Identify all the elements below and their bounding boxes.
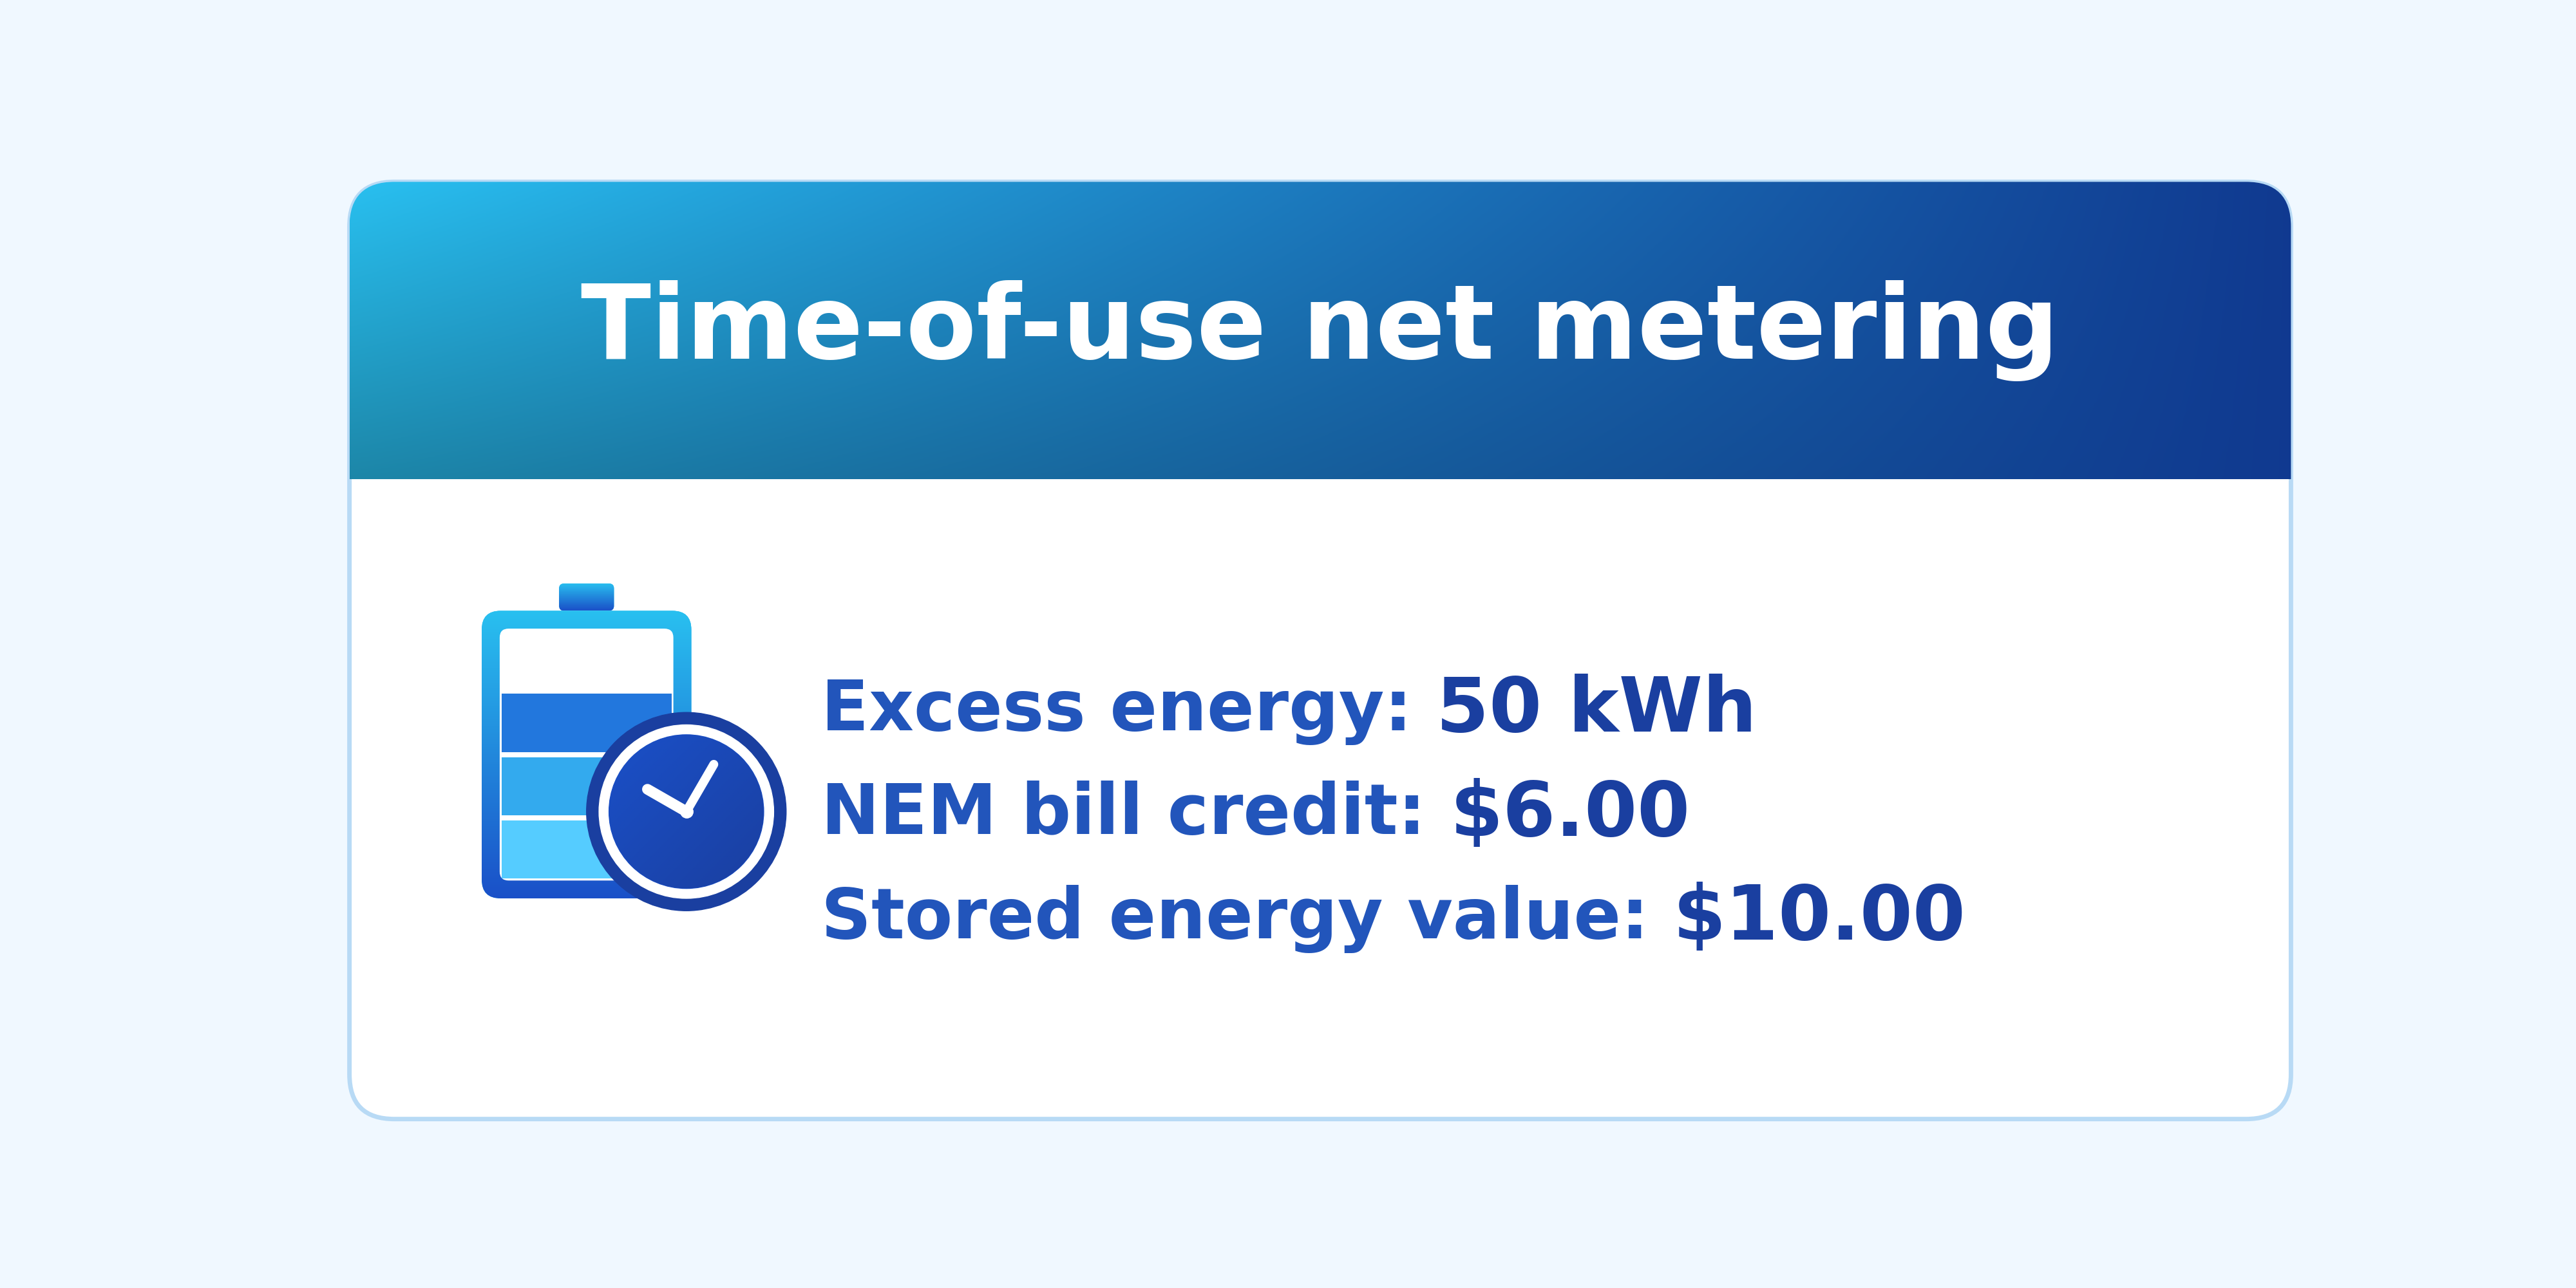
- Text: Time-of-use net metering: Time-of-use net metering: [582, 279, 2058, 381]
- Text: $6.00: $6.00: [1450, 778, 1690, 851]
- FancyBboxPatch shape: [482, 611, 690, 899]
- FancyBboxPatch shape: [559, 583, 613, 611]
- Text: NEM bill credit:: NEM bill credit:: [822, 781, 1450, 849]
- Circle shape: [600, 725, 773, 899]
- FancyBboxPatch shape: [500, 629, 672, 881]
- FancyBboxPatch shape: [350, 182, 2290, 1119]
- Text: 50 kWh: 50 kWh: [1437, 674, 1757, 748]
- Circle shape: [608, 734, 762, 889]
- Text: Excess energy:: Excess energy:: [822, 676, 1437, 744]
- Text: $10.00: $10.00: [1674, 882, 1965, 956]
- Text: Stored energy value:: Stored energy value:: [822, 885, 1674, 953]
- FancyBboxPatch shape: [502, 820, 672, 878]
- FancyBboxPatch shape: [502, 757, 672, 815]
- FancyBboxPatch shape: [502, 694, 672, 752]
- Circle shape: [587, 712, 786, 911]
